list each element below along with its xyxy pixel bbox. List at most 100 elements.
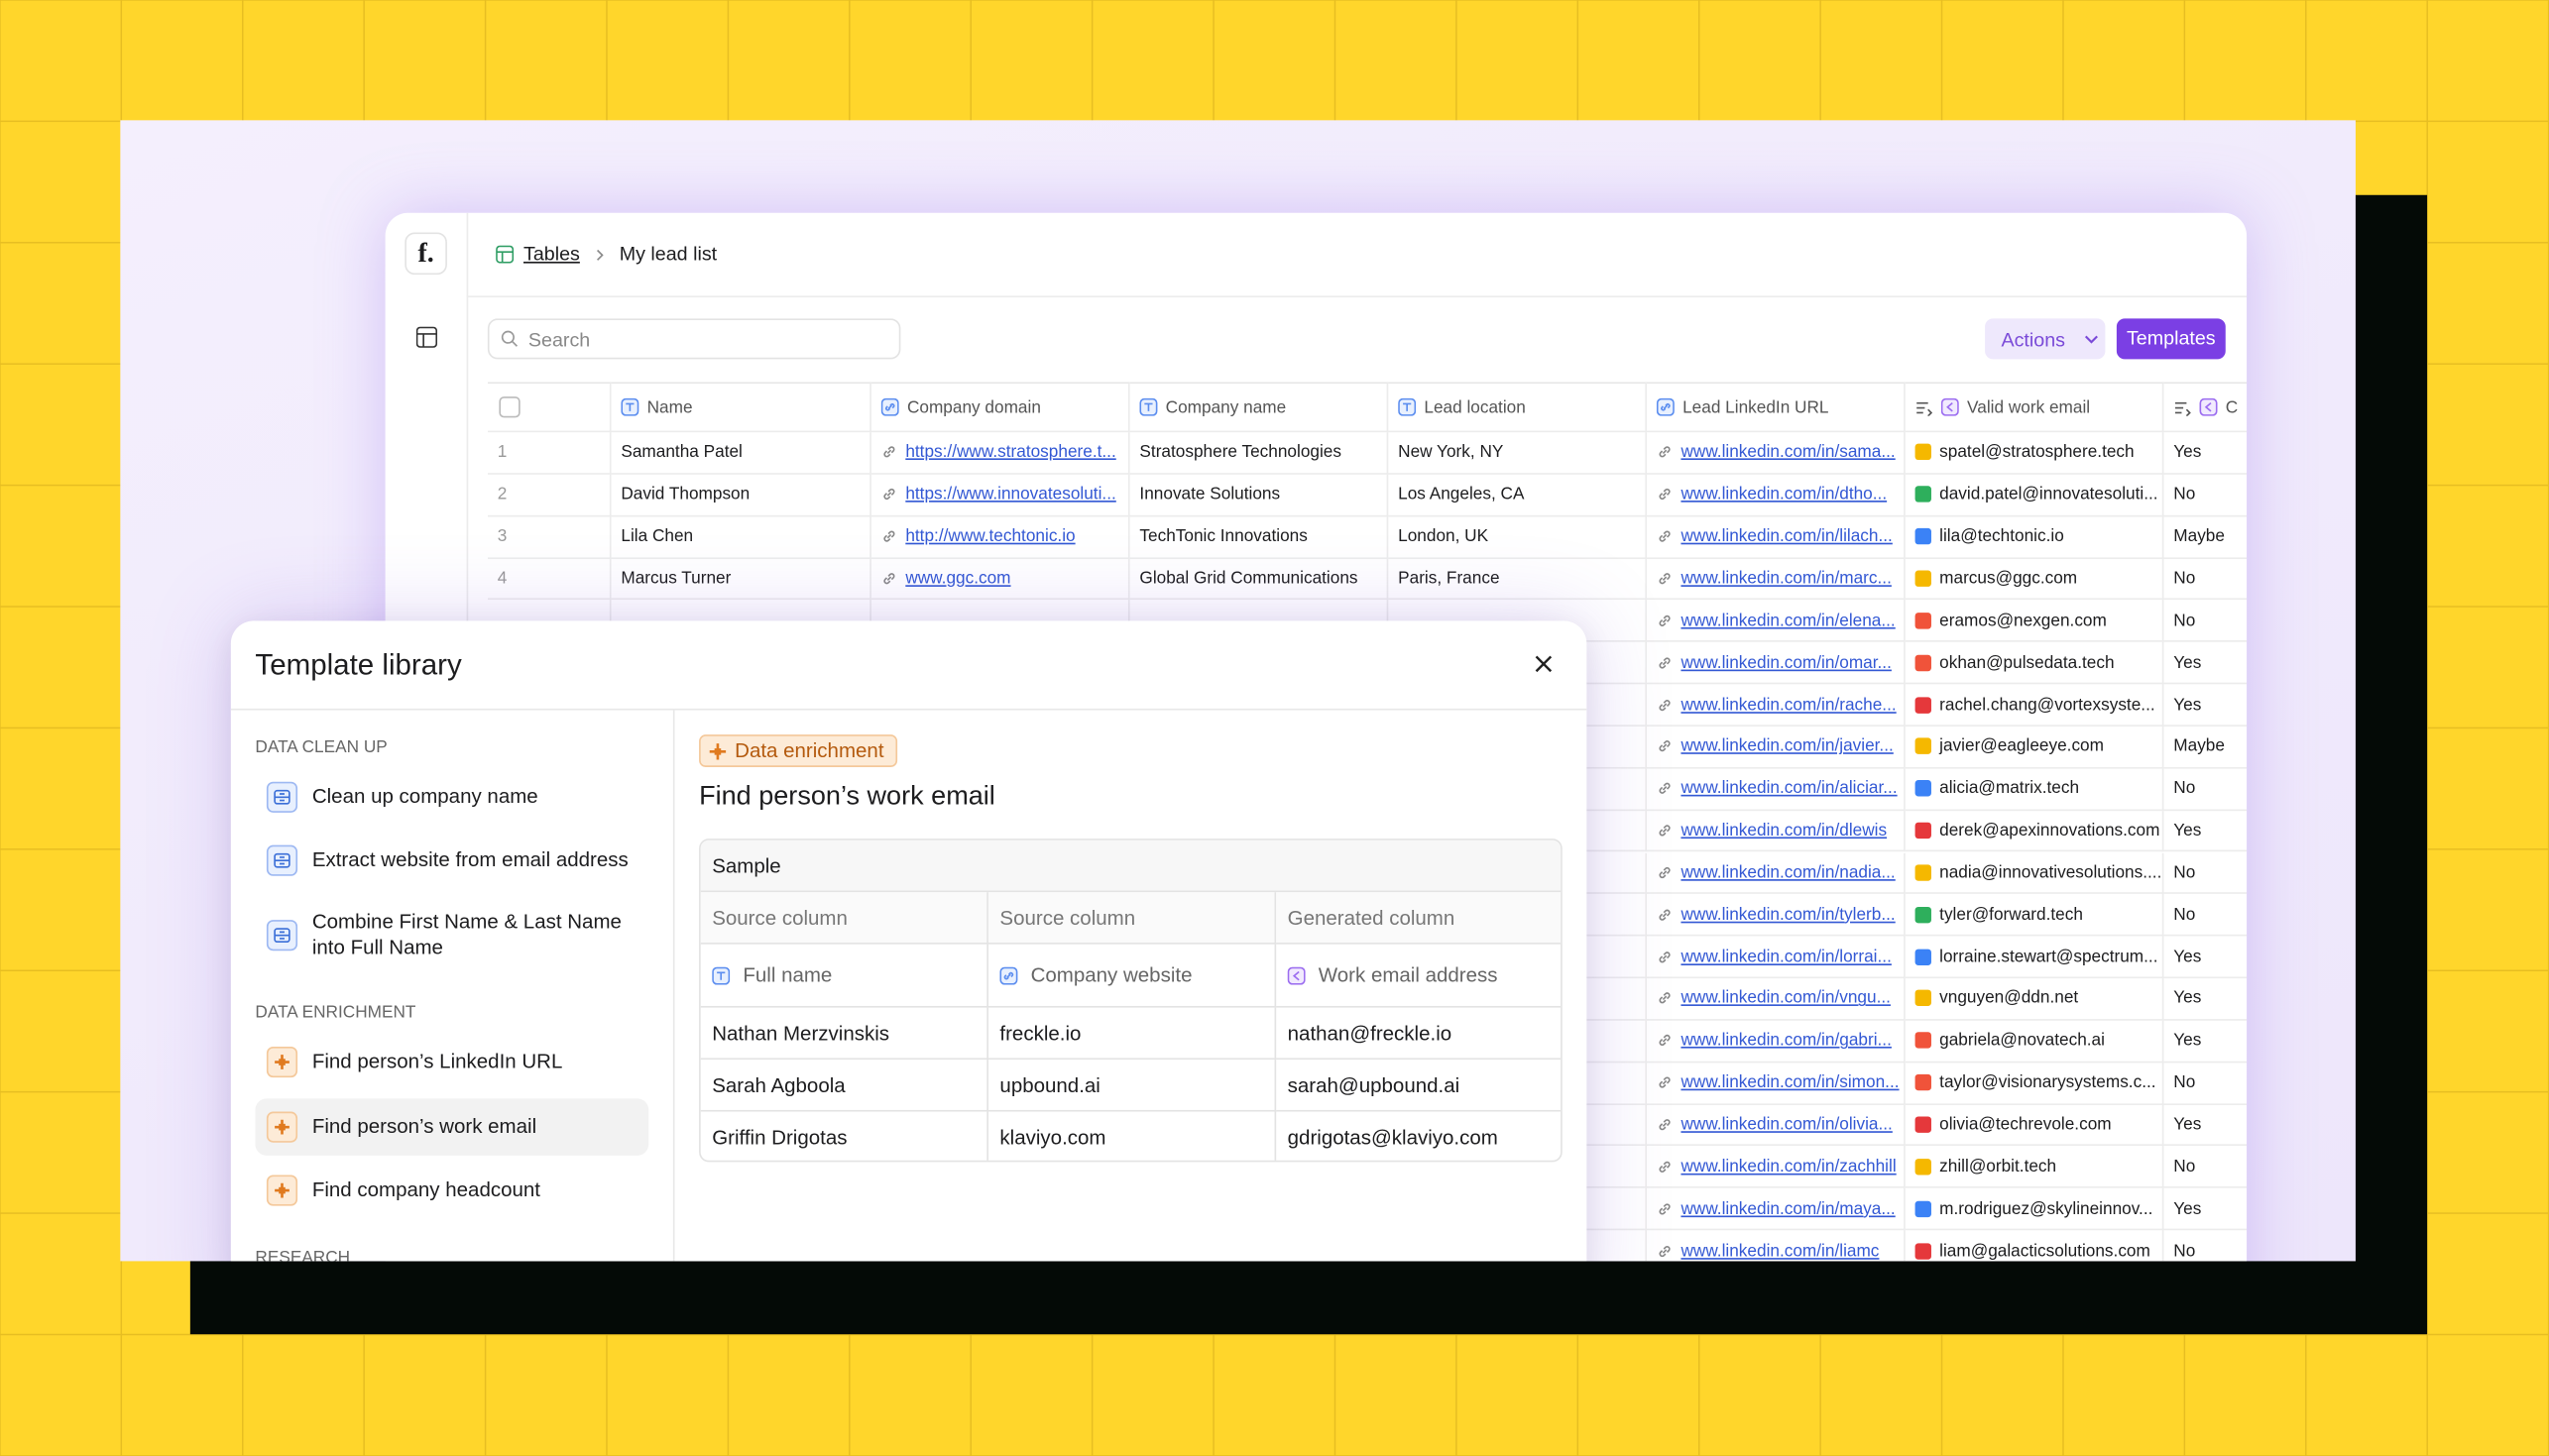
column-header[interactable]: Lead location: [1388, 382, 1648, 433]
domain-text[interactable]: http://www.techtonic.io: [905, 526, 1076, 547]
template-item[interactable]: Find company headcount: [255, 1162, 648, 1218]
icon-shape: [1659, 1245, 1671, 1257]
template-item[interactable]: Extract website from email address: [255, 832, 648, 888]
linkedin-text[interactable]: www.linkedin.com/in/dtho...: [1680, 485, 1888, 504]
table-cell: www.linkedin.com/in/lilach...: [1647, 515, 1906, 559]
sample-header: Source column: [987, 892, 1277, 945]
chevron: [2085, 334, 2099, 343]
sparkle-icon: [275, 1054, 290, 1069]
row-number-cell: 2: [487, 474, 612, 516]
linkedin-text[interactable]: www.linkedin.com/in/marc...: [1680, 568, 1892, 589]
topbar: [466, 213, 2248, 298]
company-text: Stratosphere Technologies: [1139, 442, 1341, 463]
templates-button[interactable]: Templates: [2116, 318, 2226, 360]
linkedin-text[interactable]: www.linkedin.com/in/tylerb...: [1680, 904, 1896, 925]
icon-shape: [2199, 397, 2218, 416]
column-header[interactable]: C: [2163, 382, 2248, 433]
linkedin-text[interactable]: www.linkedin.com/in/javier...: [1680, 736, 1894, 757]
location-text: London, UK: [1398, 526, 1489, 547]
column-header[interactable]: Company name: [1129, 382, 1389, 433]
sample-cell: Griffin Drigotas: [701, 1111, 988, 1161]
table-cell: www.linkedin.com/in/lorrai...: [1647, 936, 1906, 979]
column-header[interactable]: Company domain: [870, 382, 1130, 433]
actions-button[interactable]: Actions: [1985, 318, 2106, 360]
linkedin-text[interactable]: www.linkedin.com/in/dlewis: [1680, 821, 1888, 840]
valid-text: Maybe: [2173, 736, 2225, 757]
sparkle-icon: [275, 1118, 290, 1134]
icon-shape: [2174, 401, 2191, 416]
linkedin-text[interactable]: www.linkedin.com/in/nadia...: [1680, 862, 1896, 883]
table-cell: Yes: [2163, 1021, 2248, 1063]
field-icon: [712, 965, 731, 984]
icon-shape: [1659, 909, 1671, 921]
search-placeholder: Search: [527, 328, 591, 352]
icon-shape: [1659, 866, 1671, 878]
icon-shape: [1292, 970, 1300, 980]
email-icon: [1914, 990, 1931, 1007]
domain-text[interactable]: https://www.innovatesoluti...: [905, 485, 1116, 504]
email-text: david.patel@innovatesoluti...: [1939, 485, 2158, 504]
template-item[interactable]: Find person’s work email: [255, 1097, 649, 1156]
linkedin-text[interactable]: www.linkedin.com/in/liamc: [1680, 1241, 1880, 1261]
linkedin-text[interactable]: www.linkedin.com/in/lilach...: [1680, 526, 1893, 547]
domain-text[interactable]: www.ggc.com: [905, 568, 1011, 589]
linkedin-text[interactable]: www.linkedin.com/in/omar...: [1680, 652, 1892, 673]
table-cell: lorraine.stewart@spectrum...: [1905, 936, 2164, 979]
email-icon: [1914, 906, 1931, 923]
linkedin-text[interactable]: www.linkedin.com/in/vngu...: [1680, 988, 1891, 1009]
table-cell: No: [2163, 894, 2248, 937]
name-text: Lila Chen: [621, 526, 694, 547]
select-all-checkbox[interactable]: [499, 396, 521, 418]
table-cell: Yes: [2163, 684, 2248, 727]
category-badge: Data enrichment: [699, 734, 897, 767]
table-cell: No: [2163, 1230, 2247, 1261]
template-icon: [266, 780, 298, 813]
template-item[interactable]: Combine First Name & Last Name into Full…: [255, 906, 648, 962]
table-cell: marcus@ggc.com: [1905, 558, 2164, 601]
column-header[interactable]: Name: [611, 382, 871, 433]
linkedin-text[interactable]: www.linkedin.com/in/lorrai...: [1680, 947, 1892, 966]
icon-shape: [501, 330, 515, 344]
link-icon: [1659, 615, 1671, 626]
link-icon: [1659, 699, 1671, 711]
table-cell: www.linkedin.com/in/olivia...: [1647, 1104, 1906, 1147]
icon-shape: [626, 402, 635, 411]
sample-field: Full name: [700, 944, 988, 1008]
linkedin-text[interactable]: www.linkedin.com/in/sama...: [1680, 442, 1896, 463]
linkedin-text[interactable]: www.linkedin.com/in/gabri...: [1680, 1031, 1892, 1051]
template-item[interactable]: Find person’s LinkedIn URL: [255, 1033, 648, 1089]
template-icon: [266, 843, 298, 875]
domain-text[interactable]: https://www.stratosphere.t...: [905, 442, 1116, 463]
row-number-cell: 3: [487, 515, 612, 559]
template-item[interactable]: Clean up company name: [255, 768, 648, 825]
valid-text: No: [2173, 568, 2196, 589]
icon-shape: [279, 1058, 286, 1065]
linkedin-text[interactable]: www.linkedin.com/in/rache...: [1680, 694, 1897, 715]
linkedin-text[interactable]: www.linkedin.com/in/zachhill: [1680, 1157, 1897, 1176]
linkedin-text[interactable]: www.linkedin.com/in/maya...: [1680, 1198, 1896, 1219]
column-header[interactable]: Valid work email: [1905, 382, 2164, 433]
icon-shape: [2204, 402, 2212, 412]
linkedin-text[interactable]: www.linkedin.com/in/elena...: [1680, 611, 1896, 630]
email-text: spatel@stratosphere.tech: [1939, 442, 2135, 463]
field-name: Work email address: [1318, 963, 1498, 987]
email-icon: [1914, 528, 1931, 545]
linkedin-text[interactable]: www.linkedin.com/in/aliciar...: [1680, 778, 1898, 799]
tables-nav-icon[interactable]: [415, 326, 438, 348]
table-cell: No: [2163, 1147, 2248, 1189]
linkedin-text[interactable]: www.linkedin.com/in/simon...: [1680, 1072, 1900, 1093]
table-cell: [1388, 1230, 1648, 1262]
name-text: Marcus Turner: [621, 568, 732, 589]
linkedin-text[interactable]: www.linkedin.com/in/olivia...: [1680, 1114, 1893, 1135]
sparkle-icon: [709, 742, 727, 759]
close-button[interactable]: [1535, 655, 1553, 673]
sample-cell: Sarah Agboola: [700, 1060, 988, 1112]
breadcrumb-link[interactable]: Tables: [522, 242, 580, 266]
table-cell: lila@techtonic.io: [1905, 515, 2164, 559]
search-box[interactable]: [487, 318, 901, 360]
search-icon: [501, 330, 519, 347]
icon-shape: [1659, 1161, 1671, 1173]
link-icon: [1659, 447, 1671, 459]
email-text: gabriela@novatech.ai: [1939, 1031, 2105, 1051]
column-header[interactable]: Lead LinkedIn URL: [1647, 382, 1906, 433]
